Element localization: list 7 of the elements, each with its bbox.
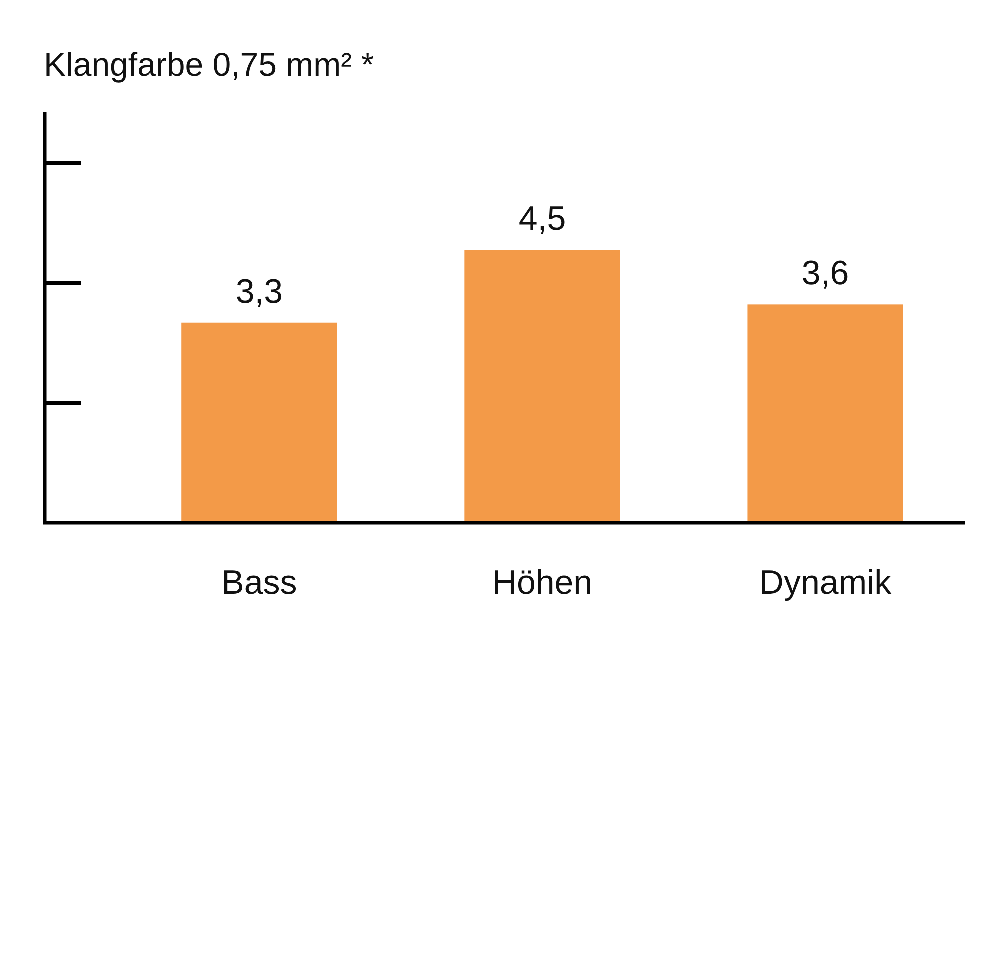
data-label: 3,6 <box>802 254 850 293</box>
data-label: 4,5 <box>518 200 566 238</box>
chart-title: Klangfarbe 0,75 mm² * <box>44 46 374 83</box>
data-label: 3,3 <box>236 272 284 311</box>
x-tick-label: Höhen <box>492 564 593 602</box>
x-tick-label: Bass <box>222 564 298 602</box>
x-tick-label: Dynamik <box>759 564 893 602</box>
